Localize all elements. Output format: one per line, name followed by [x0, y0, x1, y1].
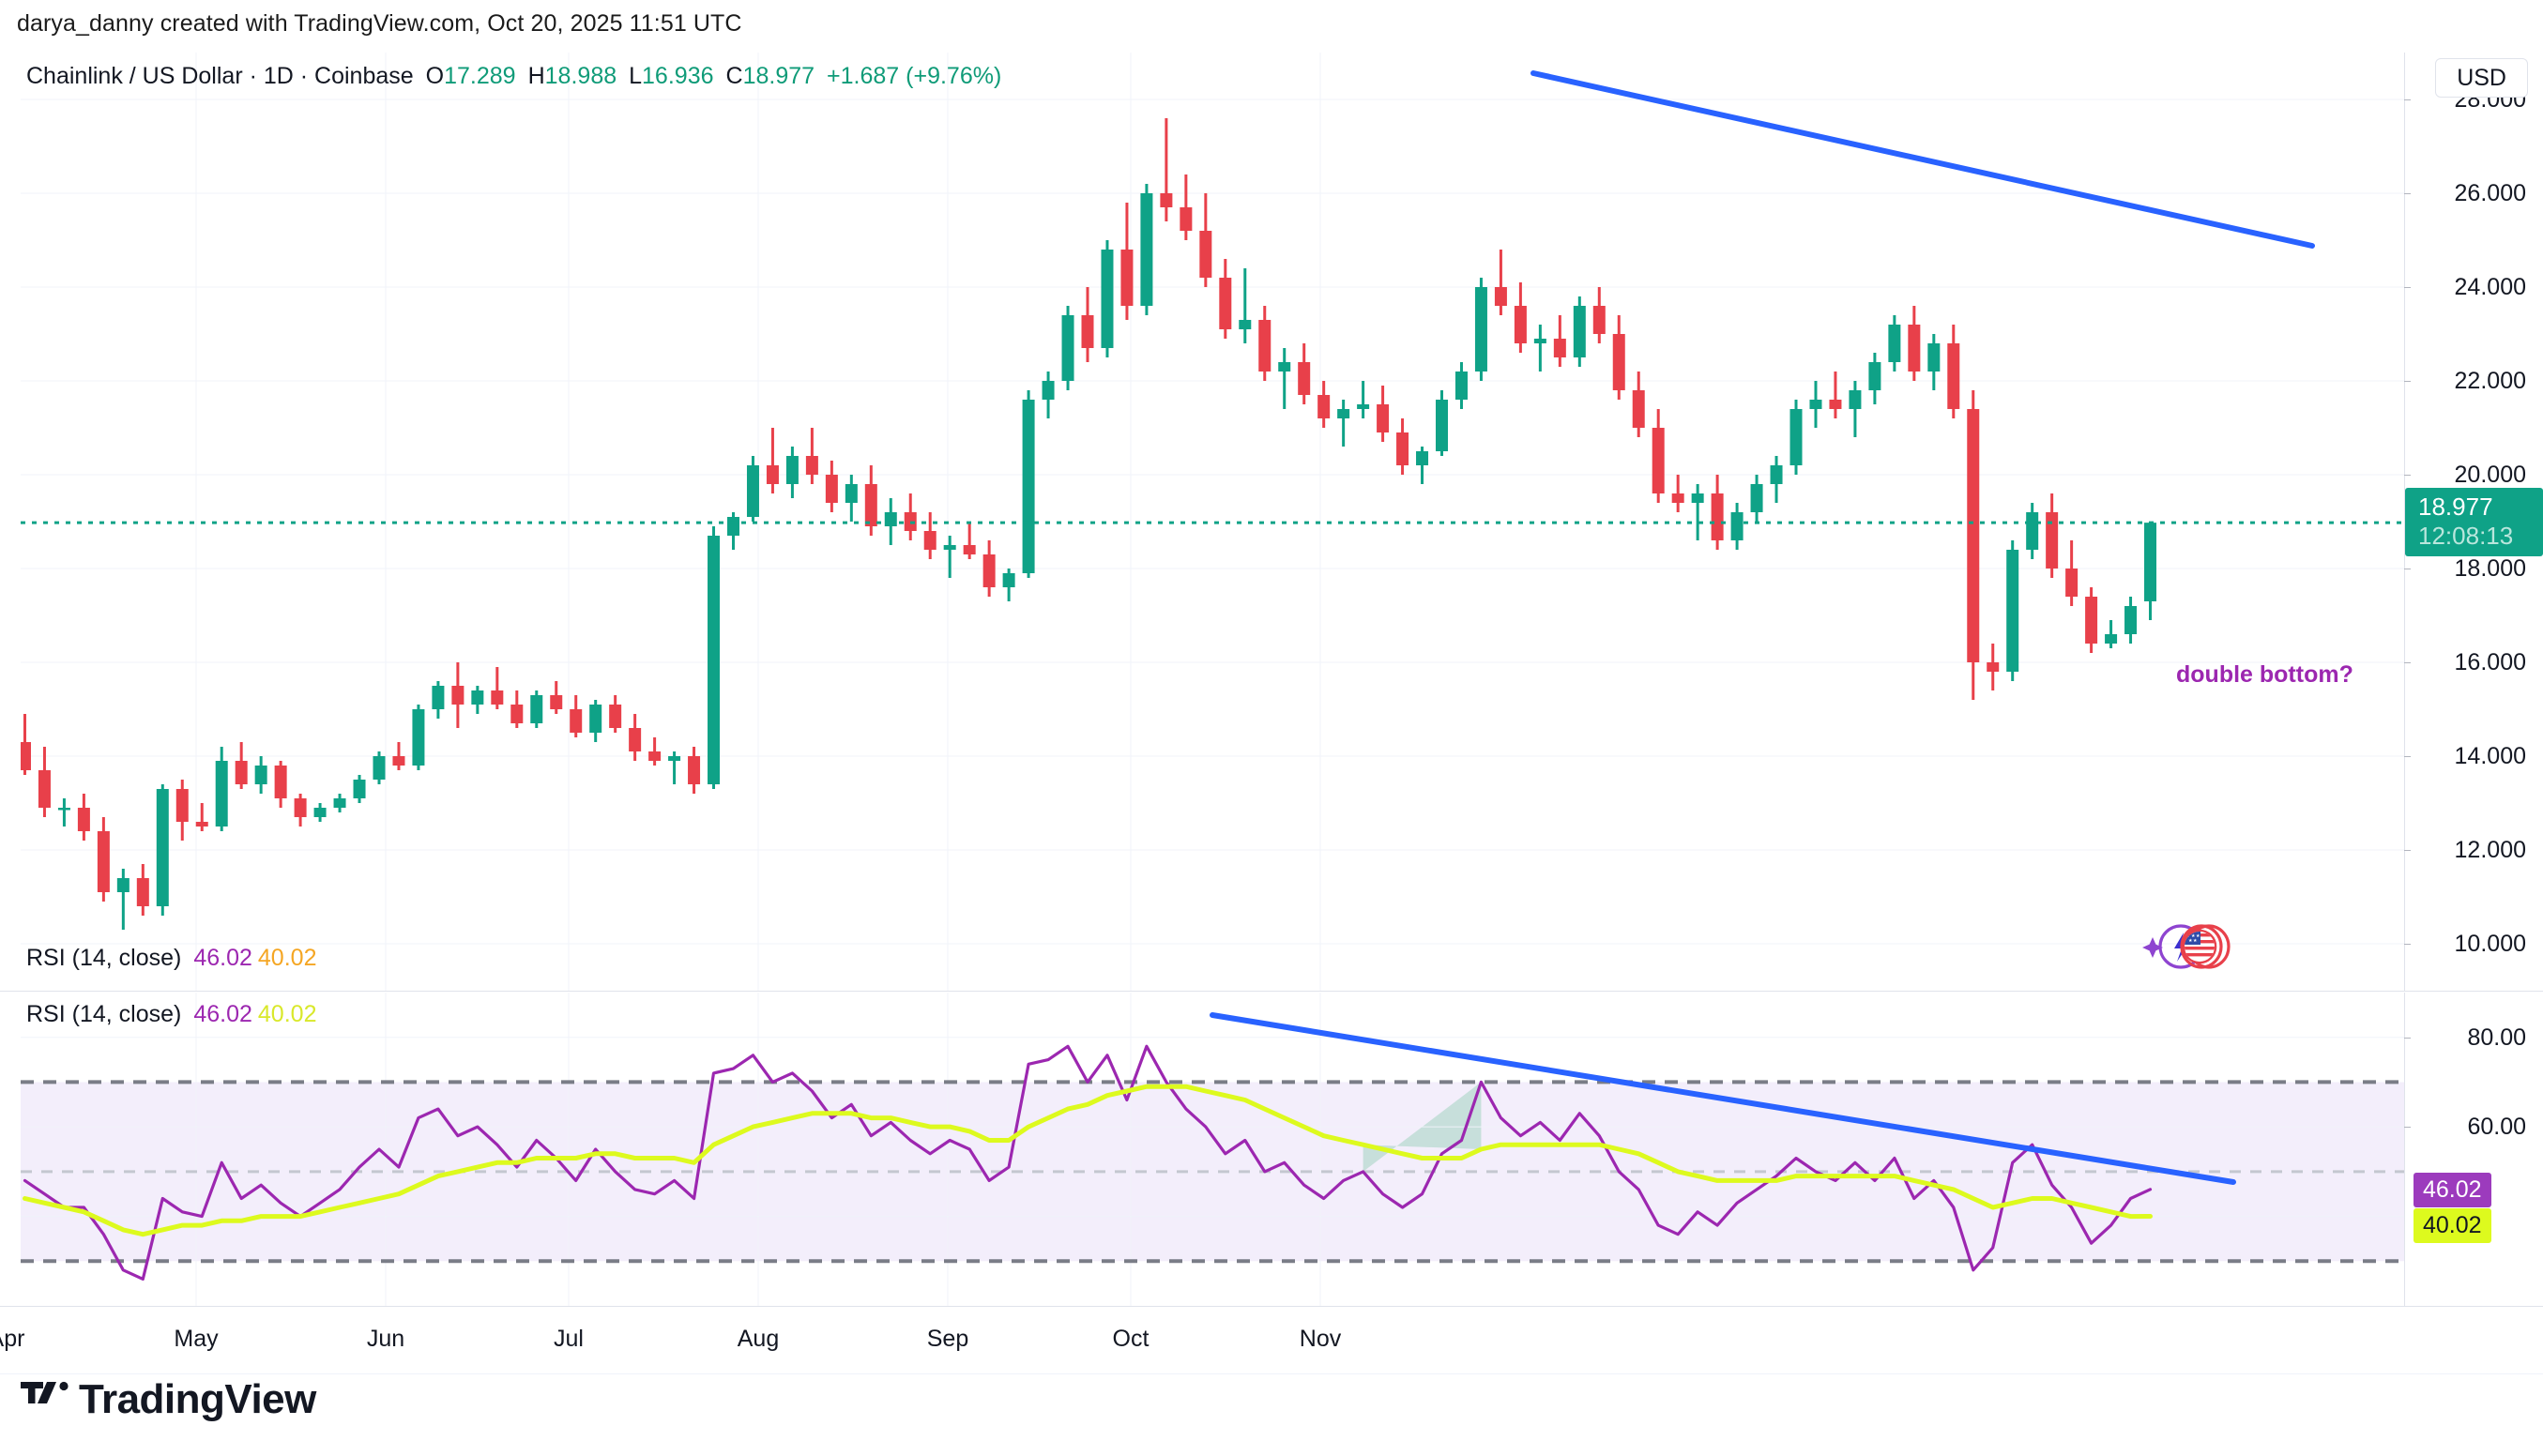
candlestick-chart	[21, 53, 2404, 991]
price-axis-tick	[2404, 662, 2411, 663]
price-axis-label: 22.000	[2454, 368, 2526, 394]
price-plot-area[interactable]	[21, 53, 2404, 991]
rsi-legend-main[interactable]: RSI (14, close) 46.02 40.02	[26, 1000, 316, 1028]
low-value: 16.936	[642, 63, 714, 89]
time-axis-label: Nov	[1299, 1326, 1342, 1352]
rsi-title: RSI (14, close)	[26, 1001, 182, 1027]
price-axis-tick	[2404, 381, 2411, 382]
tradingview-mark-icon	[21, 1381, 69, 1403]
low-key: L	[629, 63, 643, 89]
rsi-legend-price-pane[interactable]: RSI (14, close) 46.02 40.02	[26, 944, 316, 972]
price-axis-label: 10.000	[2454, 931, 2526, 957]
rsi-scale[interactable]: 80.00 60.00 46.02 40.02	[2404, 993, 2543, 1306]
svg-text:★: ★	[2196, 933, 2200, 939]
time-axis-label: Jul	[554, 1326, 584, 1352]
rsi-value-tag: 46.02	[2414, 1172, 2491, 1207]
axis-divider	[2404, 993, 2405, 1306]
price-scale[interactable]: 28.000 26.000 24.000 22.000 20.000 18.000 16.0…	[2404, 53, 2543, 991]
time-axis-label: Jun	[366, 1326, 405, 1352]
chart-container: Chainlink / US Dollar · 1D · Coinbase O17…	[0, 53, 2543, 1374]
usd-flag-coin-icon: ★★★ ★★	[2180, 924, 2231, 969]
time-axis-label: Apr	[0, 1326, 25, 1352]
price-axis-label: 24.000	[2454, 274, 2526, 300]
rsi-plot-area[interactable]	[21, 993, 2404, 1306]
footer: TradingView	[0, 1374, 2543, 1456]
pane-separator-bottom[interactable]	[0, 1306, 2543, 1307]
price-axis-tick	[2404, 756, 2411, 757]
rsi-pane[interactable]: RSI (14, close) 46.02 40.02 80.00 60.00 46.…	[0, 993, 2543, 1306]
rsi-title: RSI (14, close)	[26, 945, 182, 971]
price-axis-label: 16.000	[2454, 649, 2526, 675]
tradingview-wordmark: TradingView	[79, 1376, 316, 1422]
time-axis-label: Aug	[737, 1326, 780, 1352]
change-value: +1.687 (+9.76%)	[827, 63, 1002, 89]
time-axis-label: May	[174, 1326, 219, 1352]
price-axis-label: 14.000	[2454, 743, 2526, 769]
bar-countdown: 12:08:13	[2418, 522, 2514, 551]
rsi-axis-tick	[2404, 1127, 2411, 1129]
rsi-axis-label: 60.00	[2467, 1114, 2526, 1141]
symbol-title[interactable]: Chainlink / US Dollar · 1D · Coinbase	[26, 63, 414, 89]
price-axis-label: 18.000	[2454, 555, 2526, 582]
price-axis-label: 26.000	[2454, 180, 2526, 206]
watermark-badges: ★★★ ★★	[2132, 920, 2235, 975]
time-axis-divider	[0, 1373, 2543, 1374]
svg-text:★: ★	[2193, 938, 2198, 944]
open-key: O	[425, 63, 445, 89]
rsi-axis-label: 80.00	[2467, 1024, 2526, 1051]
open-value: 17.289	[444, 63, 516, 89]
rsi-ma-value: 40.02	[257, 945, 317, 971]
price-legend: Chainlink / US Dollar · 1D · Coinbase O17…	[26, 62, 1001, 90]
axis-divider	[2404, 53, 2405, 991]
rsi-value: 46.02	[193, 945, 252, 971]
price-axis-tick	[2404, 475, 2411, 476]
time-axis-label: Oct	[1112, 1326, 1150, 1352]
price-axis-label: 20.000	[2454, 462, 2526, 488]
high-key: H	[527, 63, 545, 89]
close-value: 18.977	[742, 63, 815, 89]
time-scale[interactable]: Apr May Jun Jul Aug Sep Oct Nov	[0, 1306, 2543, 1374]
price-axis-tick	[2404, 944, 2411, 945]
currency-badge[interactable]: USD	[2435, 58, 2528, 98]
double-bottom-annotation[interactable]: double bottom?	[2176, 661, 2353, 688]
svg-text:★: ★	[2191, 933, 2196, 939]
rsi-chart	[21, 993, 2404, 1306]
time-axis-label: Sep	[926, 1326, 969, 1352]
rsi-ma-value: 40.02	[257, 1001, 317, 1027]
pane-separator[interactable]	[0, 991, 2543, 992]
attribution-text: darya_danny created with TradingView.com…	[17, 10, 742, 37]
price-axis-tick	[2404, 287, 2411, 288]
rsi-value: 46.02	[193, 1001, 252, 1027]
high-value: 18.988	[544, 63, 617, 89]
current-price-value: 18.977	[2418, 493, 2493, 522]
price-axis-tick	[2404, 850, 2411, 851]
price-axis-tick	[2404, 99, 2411, 100]
svg-text:★: ★	[2188, 938, 2193, 944]
price-pane[interactable]: Chainlink / US Dollar · 1D · Coinbase O17…	[0, 53, 2543, 991]
price-axis-tick	[2404, 193, 2411, 194]
current-price-tag: 18.977 12:08:13	[2405, 488, 2543, 557]
tradingview-logo[interactable]: TradingView	[21, 1376, 316, 1422]
close-key: C	[725, 63, 743, 89]
rsi-ma-value-tag: 40.02	[2414, 1207, 2491, 1243]
price-axis-label: 12.000	[2454, 837, 2526, 863]
rsi-axis-tick	[2404, 1037, 2411, 1039]
